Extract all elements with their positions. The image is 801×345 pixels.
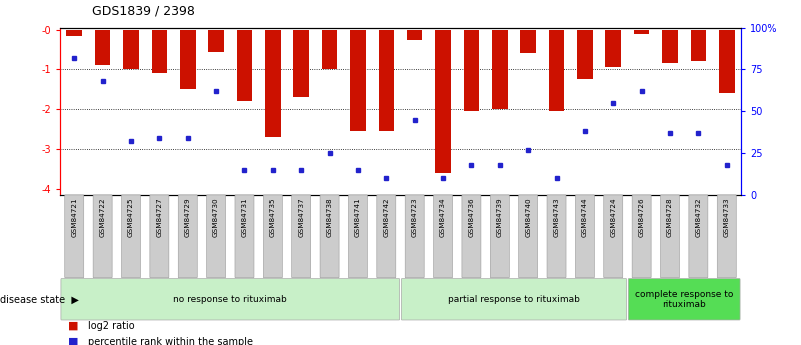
- FancyBboxPatch shape: [93, 195, 112, 278]
- Text: partial response to rituximab: partial response to rituximab: [448, 295, 580, 304]
- Text: GSM84742: GSM84742: [384, 197, 389, 237]
- Bar: [293, 30, 309, 97]
- FancyBboxPatch shape: [348, 195, 368, 278]
- FancyBboxPatch shape: [292, 195, 311, 278]
- FancyBboxPatch shape: [717, 195, 736, 278]
- Text: GSM84732: GSM84732: [695, 197, 702, 237]
- FancyBboxPatch shape: [179, 195, 197, 278]
- Text: GSM84738: GSM84738: [327, 197, 332, 237]
- FancyBboxPatch shape: [689, 195, 708, 278]
- FancyBboxPatch shape: [376, 195, 396, 278]
- FancyBboxPatch shape: [65, 195, 84, 278]
- Text: GSM84723: GSM84723: [412, 197, 417, 237]
- FancyBboxPatch shape: [235, 195, 254, 278]
- Bar: [123, 30, 139, 69]
- Text: GSM84729: GSM84729: [185, 197, 191, 237]
- Bar: [577, 30, 593, 79]
- Text: GSM84734: GSM84734: [440, 197, 446, 237]
- Bar: [322, 30, 337, 69]
- Text: GSM84733: GSM84733: [724, 197, 730, 237]
- FancyBboxPatch shape: [207, 195, 226, 278]
- FancyBboxPatch shape: [628, 279, 740, 320]
- Bar: [95, 30, 111, 66]
- Bar: [66, 30, 82, 36]
- Bar: [379, 30, 394, 131]
- Bar: [549, 30, 565, 111]
- Text: GDS1839 / 2398: GDS1839 / 2398: [92, 4, 195, 17]
- Bar: [151, 30, 167, 73]
- FancyBboxPatch shape: [462, 195, 481, 278]
- FancyBboxPatch shape: [122, 195, 140, 278]
- Bar: [634, 30, 650, 33]
- Bar: [606, 30, 621, 67]
- Text: GSM84721: GSM84721: [71, 197, 77, 237]
- Bar: [180, 30, 195, 89]
- FancyBboxPatch shape: [433, 195, 453, 278]
- Bar: [662, 30, 678, 63]
- Text: GSM84727: GSM84727: [156, 197, 163, 237]
- FancyBboxPatch shape: [401, 279, 626, 320]
- Text: GSM84724: GSM84724: [610, 197, 616, 237]
- Text: ■: ■: [68, 321, 78, 331]
- Text: GSM84744: GSM84744: [582, 197, 588, 237]
- Bar: [435, 30, 451, 173]
- Bar: [521, 30, 536, 53]
- Bar: [350, 30, 366, 131]
- FancyBboxPatch shape: [575, 195, 594, 278]
- Bar: [236, 30, 252, 101]
- Text: GSM84728: GSM84728: [667, 197, 673, 237]
- FancyBboxPatch shape: [490, 195, 509, 278]
- Text: GSM84736: GSM84736: [469, 197, 474, 237]
- Text: GSM84730: GSM84730: [213, 197, 219, 237]
- FancyBboxPatch shape: [547, 195, 566, 278]
- Bar: [407, 30, 422, 40]
- FancyBboxPatch shape: [519, 195, 537, 278]
- FancyBboxPatch shape: [264, 195, 282, 278]
- Bar: [719, 30, 735, 93]
- Bar: [265, 30, 280, 137]
- Bar: [690, 30, 706, 61]
- Text: complete response to
rituximab: complete response to rituximab: [635, 289, 734, 309]
- FancyBboxPatch shape: [632, 195, 651, 278]
- Text: GSM84725: GSM84725: [128, 197, 134, 237]
- Text: GSM84726: GSM84726: [638, 197, 645, 237]
- FancyBboxPatch shape: [61, 279, 400, 320]
- Text: ■: ■: [68, 337, 78, 345]
- Text: GSM84735: GSM84735: [270, 197, 276, 237]
- Text: GSM84739: GSM84739: [497, 197, 503, 237]
- FancyBboxPatch shape: [661, 195, 679, 278]
- Text: GSM84743: GSM84743: [553, 197, 560, 237]
- Text: GSM84731: GSM84731: [241, 197, 248, 237]
- Text: disease state  ▶: disease state ▶: [0, 294, 78, 304]
- Text: GSM84737: GSM84737: [298, 197, 304, 237]
- Text: log2 ratio: log2 ratio: [88, 321, 135, 331]
- FancyBboxPatch shape: [150, 195, 169, 278]
- FancyBboxPatch shape: [604, 195, 622, 278]
- Bar: [208, 30, 224, 51]
- Bar: [492, 30, 508, 109]
- Text: GSM84722: GSM84722: [99, 197, 106, 237]
- Text: GSM84741: GSM84741: [355, 197, 361, 237]
- Text: percentile rank within the sample: percentile rank within the sample: [88, 337, 253, 345]
- FancyBboxPatch shape: [405, 195, 425, 278]
- FancyBboxPatch shape: [320, 195, 339, 278]
- Text: GSM84740: GSM84740: [525, 197, 531, 237]
- Bar: [464, 30, 479, 111]
- Text: no response to rituximab: no response to rituximab: [173, 295, 288, 304]
